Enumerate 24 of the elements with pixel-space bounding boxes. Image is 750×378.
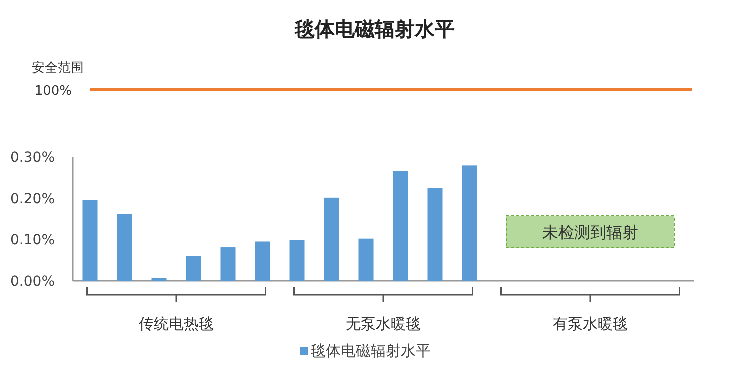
bar <box>428 188 443 281</box>
annotation: 未检测到辐射 <box>542 223 638 242</box>
text: 安全范围 <box>32 60 84 76</box>
bar <box>358 238 374 281</box>
y-tick-label: 0.00% <box>10 274 55 290</box>
bar <box>82 200 98 281</box>
bar <box>220 248 236 281</box>
bar <box>462 166 478 281</box>
y-tick-label: 0.10% <box>10 232 55 249</box>
bar <box>393 171 408 281</box>
bar <box>255 242 270 281</box>
text: 传统电热毯 <box>139 315 214 333</box>
legend: 毯体电磁辐射水平 <box>300 342 431 360</box>
text: 有泵水暖毯 <box>553 315 628 333</box>
bar <box>152 278 167 281</box>
y-tick-label: 0.20% <box>10 191 55 208</box>
chart-title: 毯体电磁辐射水平 <box>294 17 455 41</box>
text: 100% <box>34 84 72 99</box>
bar <box>324 198 340 281</box>
y-tick-label: 0.30% <box>10 150 55 166</box>
bar <box>117 214 132 281</box>
bar <box>186 256 202 281</box>
bar <box>290 240 305 281</box>
text: 无泵水暖毯 <box>346 315 421 333</box>
